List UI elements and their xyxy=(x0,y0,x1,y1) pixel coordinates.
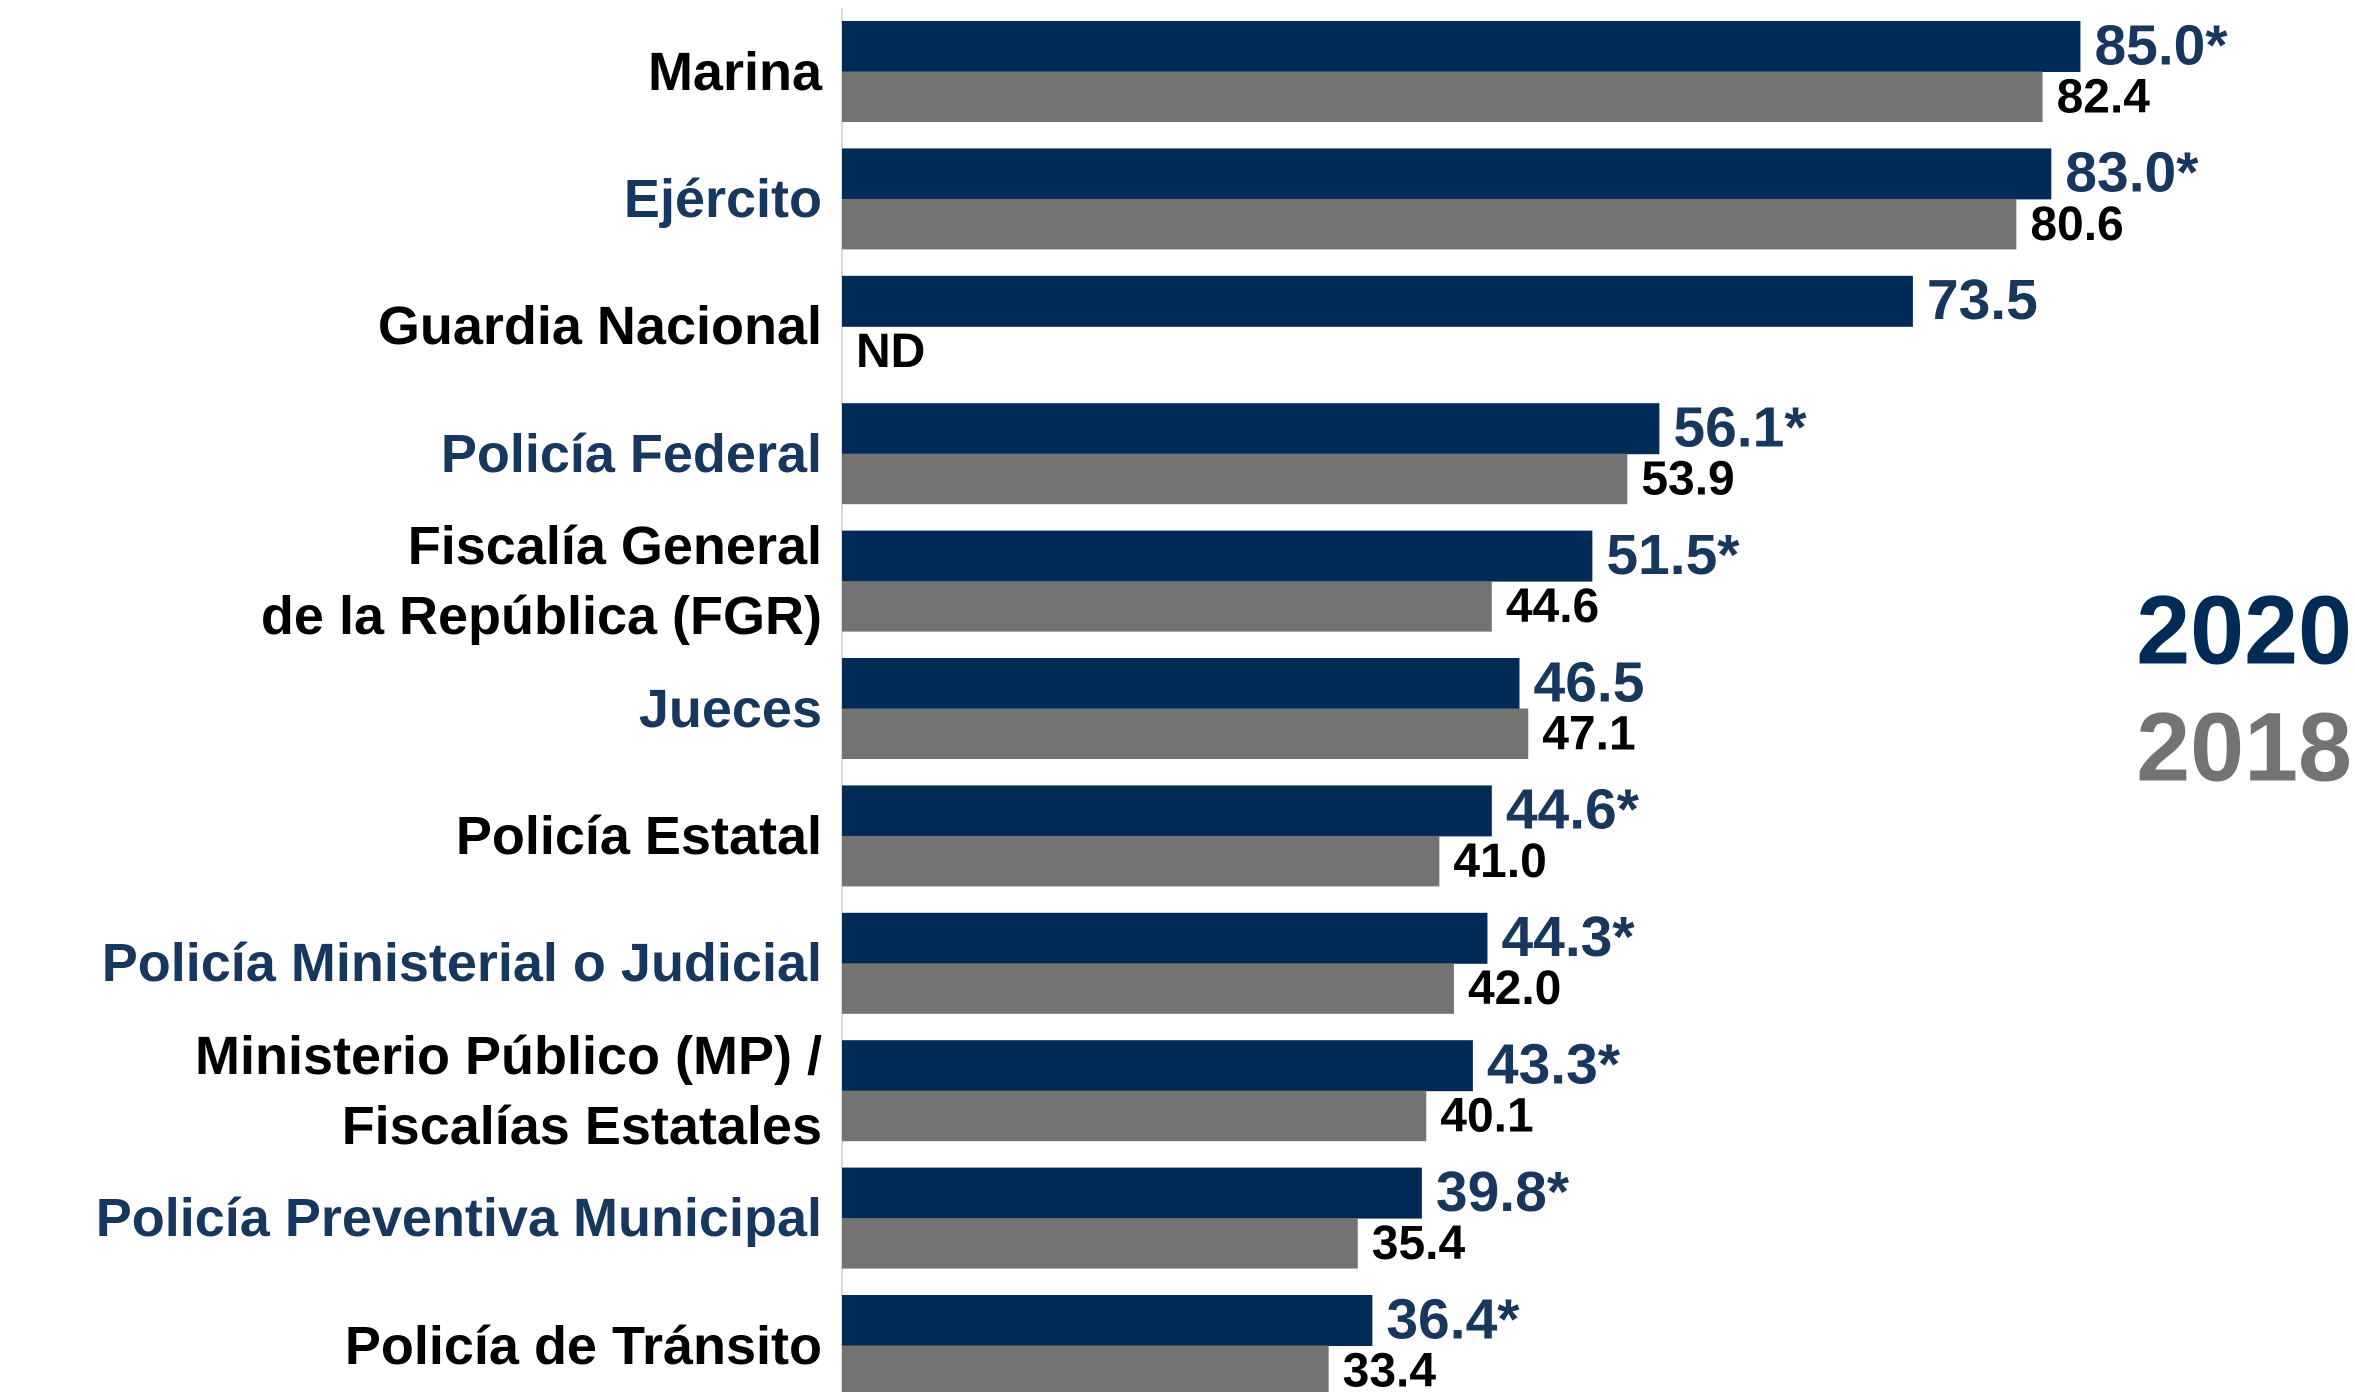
bar xyxy=(842,1295,1373,1346)
category-label: Ejército xyxy=(623,168,822,229)
bar xyxy=(842,21,2081,72)
bar xyxy=(842,198,2017,250)
legend-label: 2018 xyxy=(2136,693,2352,802)
value-label: 46.5 xyxy=(1534,650,1645,714)
bar xyxy=(842,1345,1329,1392)
value-label: 44.6* xyxy=(1506,778,1640,842)
value-label: 36.4* xyxy=(1386,1287,1520,1351)
value-label: 73.5 xyxy=(1927,268,2038,332)
category-label: Fiscalía General de la República (FGR) xyxy=(260,515,822,647)
bar xyxy=(842,963,1454,1014)
value-label: 44.6 xyxy=(1506,580,1599,633)
bar xyxy=(842,403,1660,455)
value-label: 56.1* xyxy=(1673,396,1807,460)
category-label: Policía Ministerial o Judicial xyxy=(101,933,822,994)
category-label: Policía Preventiva Municipal xyxy=(95,1188,822,1248)
value-label: 33.4 xyxy=(1343,1344,1437,1392)
bar xyxy=(842,1090,1427,1142)
value-label: 42.0 xyxy=(1468,962,1561,1015)
value-label: ND xyxy=(856,325,925,378)
value-label: 39.8* xyxy=(1436,1160,1570,1224)
bar xyxy=(842,1167,1422,1219)
bar xyxy=(842,275,1913,327)
value-label: 51.5* xyxy=(1606,523,1740,587)
value-label: 47.1 xyxy=(1542,707,1635,760)
category-label: Jueces xyxy=(638,678,822,739)
bar xyxy=(842,148,2052,200)
value-label: 40.1 xyxy=(1440,1090,1533,1143)
bar xyxy=(842,912,1488,964)
category-label: Guardia Nacional xyxy=(377,296,822,357)
bar xyxy=(842,530,1593,582)
bar xyxy=(842,453,1628,505)
category-label: Marina xyxy=(647,41,822,102)
category-label: Policía Estatal xyxy=(455,805,822,866)
value-label: 53.9 xyxy=(1641,453,1734,506)
category-label: Policía de Tránsito xyxy=(344,1315,822,1376)
value-label: 85.0* xyxy=(2094,13,2228,77)
value-label: 35.4 xyxy=(1372,1217,1466,1270)
legend-label: 2020 xyxy=(2136,576,2352,685)
value-label: 43.3* xyxy=(1487,1033,1621,1097)
bar xyxy=(842,835,1440,887)
bar xyxy=(842,658,1520,709)
value-label: 82.4 xyxy=(2057,70,2151,123)
value-label: 83.0* xyxy=(2065,141,2199,205)
bar xyxy=(842,71,2043,122)
category-label: Policía Federal xyxy=(440,423,822,484)
bar xyxy=(842,708,1529,759)
value-label: 44.3* xyxy=(1501,905,1635,969)
category-label: Ministerio Público (MP) / Fiscalías Esta… xyxy=(194,1025,822,1156)
bar xyxy=(842,581,1492,632)
bar xyxy=(842,1040,1473,1092)
value-label: 80.6 xyxy=(2030,198,2123,251)
bar xyxy=(842,1218,1358,1269)
bar xyxy=(842,785,1492,837)
value-label: 41.0 xyxy=(1453,835,1546,888)
